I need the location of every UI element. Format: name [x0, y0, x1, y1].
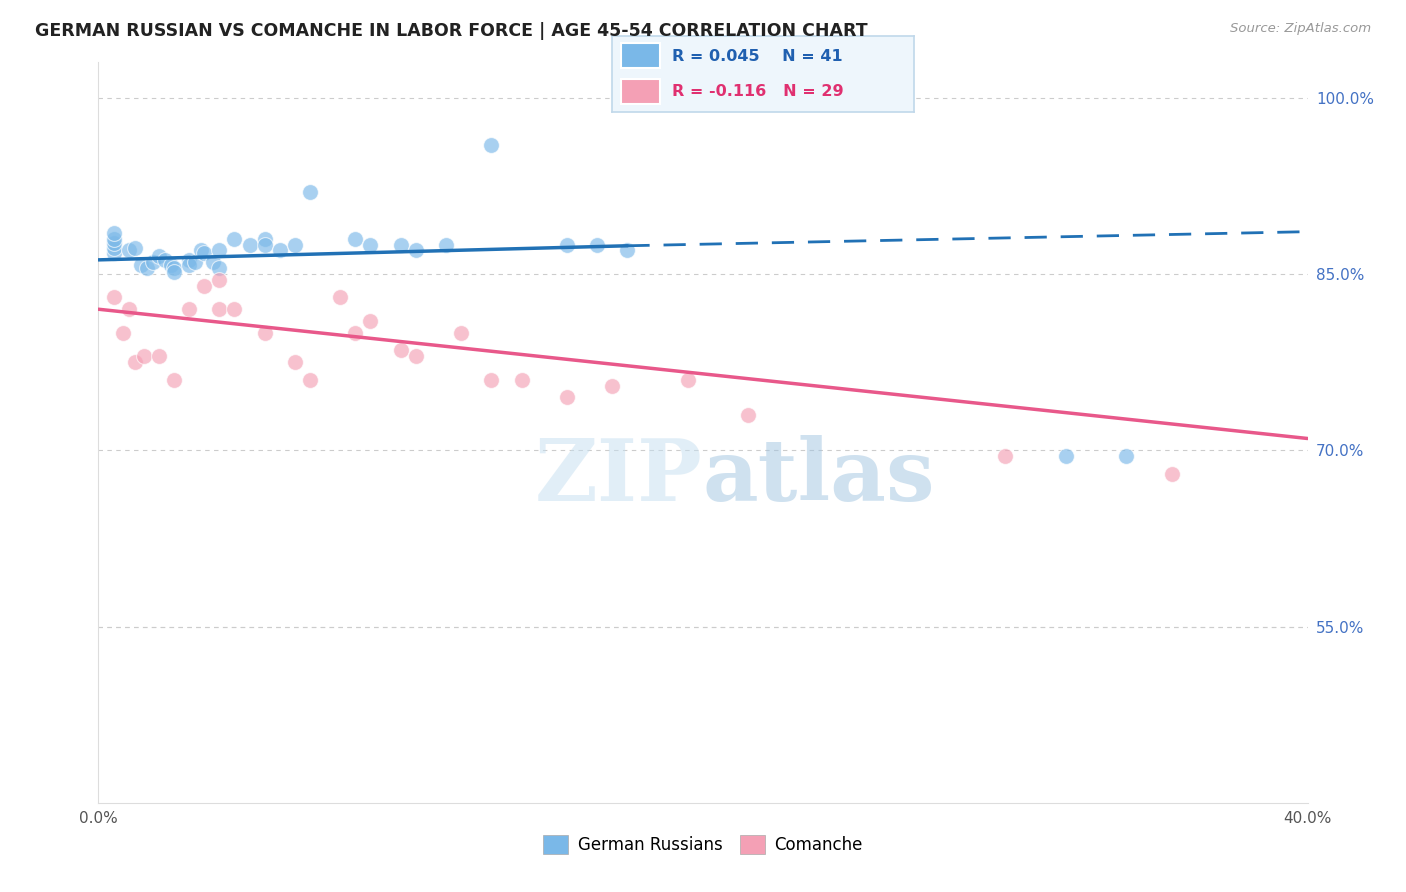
Point [153, 252, 176, 267]
Point [103, 226, 125, 240]
Point [344, 232, 367, 246]
Point [142, 255, 165, 269]
FancyBboxPatch shape [620, 44, 659, 69]
Point [103, 245, 125, 260]
Point [193, 278, 215, 293]
Point [389, 343, 412, 358]
Point [994, 449, 1017, 463]
Point [124, 241, 146, 255]
Point [405, 244, 427, 258]
Point [510, 373, 533, 387]
Point [555, 237, 578, 252]
Point [253, 326, 276, 340]
Point [208, 273, 231, 287]
Point [208, 302, 231, 317]
Point [344, 326, 367, 340]
Point [360, 314, 382, 328]
Point [132, 349, 155, 363]
Point [118, 302, 141, 317]
Text: ZIP: ZIP [536, 435, 703, 519]
Text: GERMAN RUSSIAN VS COMANCHE IN LABOR FORCE | AGE 45-54 CORRELATION CHART: GERMAN RUSSIAN VS COMANCHE IN LABOR FORC… [35, 22, 868, 40]
Point [148, 249, 170, 263]
Point [224, 232, 246, 246]
Text: Source: ZipAtlas.com: Source: ZipAtlas.com [1230, 22, 1371, 36]
Point [135, 261, 157, 276]
Text: R = -0.116   N = 29: R = -0.116 N = 29 [672, 84, 844, 98]
Point [616, 244, 638, 258]
Point [103, 232, 125, 246]
Point [148, 349, 170, 363]
Point [1160, 467, 1182, 481]
Point [329, 290, 352, 304]
Point [179, 302, 201, 317]
Text: atlas: atlas [703, 435, 935, 519]
Point [129, 258, 152, 272]
Point [208, 261, 231, 276]
FancyBboxPatch shape [620, 78, 659, 104]
Point [193, 245, 215, 260]
Point [434, 237, 457, 252]
Point [160, 258, 183, 272]
Text: R = 0.045    N = 41: R = 0.045 N = 41 [672, 49, 842, 63]
Point [111, 326, 134, 340]
Point [1115, 449, 1137, 463]
Point [253, 237, 276, 252]
Point [179, 258, 201, 272]
Point [555, 390, 578, 404]
Point [202, 255, 225, 269]
Point [299, 373, 322, 387]
Point [190, 244, 212, 258]
Point [124, 355, 146, 369]
Point [481, 373, 503, 387]
Point [103, 290, 125, 304]
Point [179, 252, 201, 267]
Point [481, 137, 503, 152]
Point [239, 237, 262, 252]
Point [360, 237, 382, 252]
Point [163, 261, 186, 276]
Point [269, 244, 291, 258]
Legend: German Russians, Comanche: German Russians, Comanche [537, 829, 869, 861]
Point [405, 349, 427, 363]
Point [1054, 449, 1077, 463]
Point [253, 232, 276, 246]
Point [118, 244, 141, 258]
Point [163, 373, 186, 387]
Point [602, 378, 624, 392]
Point [284, 355, 307, 369]
Point [103, 241, 125, 255]
Point [299, 185, 322, 199]
Point [450, 326, 472, 340]
Point [224, 302, 246, 317]
Point [103, 236, 125, 251]
Point [184, 255, 207, 269]
Point [208, 244, 231, 258]
Point [586, 237, 609, 252]
Point [389, 237, 412, 252]
Point [676, 373, 699, 387]
Point [284, 237, 307, 252]
Point [737, 408, 759, 422]
Point [163, 265, 186, 279]
